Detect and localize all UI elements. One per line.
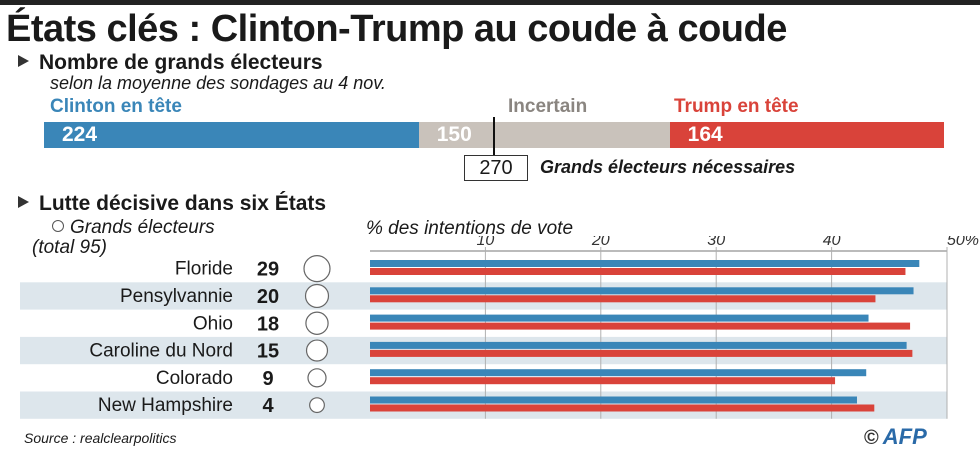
bar-trump bbox=[370, 377, 836, 385]
threshold-marker bbox=[493, 117, 495, 157]
electors-circle bbox=[304, 283, 330, 309]
segment-uncertain: 150 bbox=[418, 122, 670, 148]
x-tick-label: 10 bbox=[477, 236, 495, 249]
x-tick-label: 30 bbox=[707, 236, 725, 249]
bar-clinton bbox=[370, 287, 914, 295]
section2-heading-text: Lutte décisive dans six États bbox=[39, 192, 327, 215]
segment-trump: 164 bbox=[669, 122, 944, 148]
bar-trump bbox=[370, 322, 911, 330]
x-tick-label: 50% bbox=[947, 236, 979, 249]
section1-heading-text: Nombre de grands électeurs bbox=[39, 51, 323, 74]
x-tick-label: 40 bbox=[823, 236, 841, 249]
bar-clinton bbox=[370, 369, 867, 377]
state-name-label: Caroline du Nord bbox=[89, 341, 233, 362]
pct-axis-title: % des intentions de vote bbox=[366, 218, 574, 239]
segment-clinton: 224 bbox=[44, 122, 419, 148]
state-name-label: Floride bbox=[175, 259, 233, 280]
electors-value-label: 18 bbox=[257, 313, 279, 335]
state-name-label: Ohio bbox=[193, 313, 233, 334]
electoral-stacked-bar: 224 150 164 bbox=[44, 122, 944, 148]
x-tick-label: 20 bbox=[591, 236, 610, 249]
circle-legend-icon bbox=[52, 219, 64, 232]
electors-circle bbox=[305, 311, 329, 335]
state-name-label: New Hampshire bbox=[98, 395, 233, 416]
bar-clinton bbox=[370, 260, 920, 267]
electors-value-label: 4 bbox=[262, 395, 274, 417]
bar-trump bbox=[370, 404, 875, 412]
section1-subtitle: selon la moyenne des sondages au 4 nov. bbox=[50, 73, 386, 93]
state-name-label: Colorado bbox=[156, 368, 233, 389]
state-name-label: Pensylvannie bbox=[120, 286, 233, 307]
bar-clinton bbox=[370, 341, 907, 349]
electors-legend-line1: Grands électeurs bbox=[70, 217, 215, 238]
electors-circle bbox=[309, 397, 325, 414]
afp-logo-text: AFP bbox=[882, 424, 927, 449]
label-trump: Trump en tête bbox=[674, 96, 799, 117]
triangle-bullet-icon bbox=[18, 55, 29, 68]
afp-logo: © AFP bbox=[864, 424, 927, 450]
electors-value-label: 9 bbox=[262, 368, 273, 390]
bar-clinton bbox=[370, 396, 857, 404]
threshold-label: Grands électeurs nécessaires bbox=[540, 157, 796, 177]
bar-trump bbox=[370, 295, 876, 303]
copyright-symbol: © bbox=[864, 427, 879, 449]
bar-clinton bbox=[370, 314, 869, 322]
electors-circle bbox=[305, 339, 329, 362]
section1-heading: Nombre de grands électeurs bbox=[18, 51, 323, 75]
section2-heading: Lutte décisive dans six États bbox=[18, 192, 326, 216]
electors-value-label: 15 bbox=[257, 341, 279, 363]
bar-trump bbox=[370, 349, 913, 357]
page-title: États clés : Clinton-Trump au coude à co… bbox=[6, 8, 787, 50]
electors-circle bbox=[307, 368, 327, 388]
top-rule bbox=[0, 0, 980, 5]
threshold-value: 270 bbox=[464, 155, 528, 181]
electors-legend-line2: (total 95) bbox=[32, 237, 107, 258]
label-clinton: Clinton en tête bbox=[50, 96, 182, 117]
bar-trump bbox=[370, 268, 906, 275]
triangle-bullet-icon bbox=[18, 196, 29, 209]
label-uncertain: Incertain bbox=[508, 96, 588, 117]
electors-value-label: 20 bbox=[257, 286, 279, 308]
electors-legend: Grands électeurs (total 95) bbox=[32, 217, 215, 258]
source-note: Source : realclearpolitics bbox=[24, 430, 177, 446]
states-bar-chart: 10 20 30 40 50% Floride 29 Pensylvannie 20 Ohio 18… bbox=[20, 236, 979, 419]
electors-circle bbox=[303, 255, 331, 283]
electors-value-label: 29 bbox=[257, 259, 279, 281]
